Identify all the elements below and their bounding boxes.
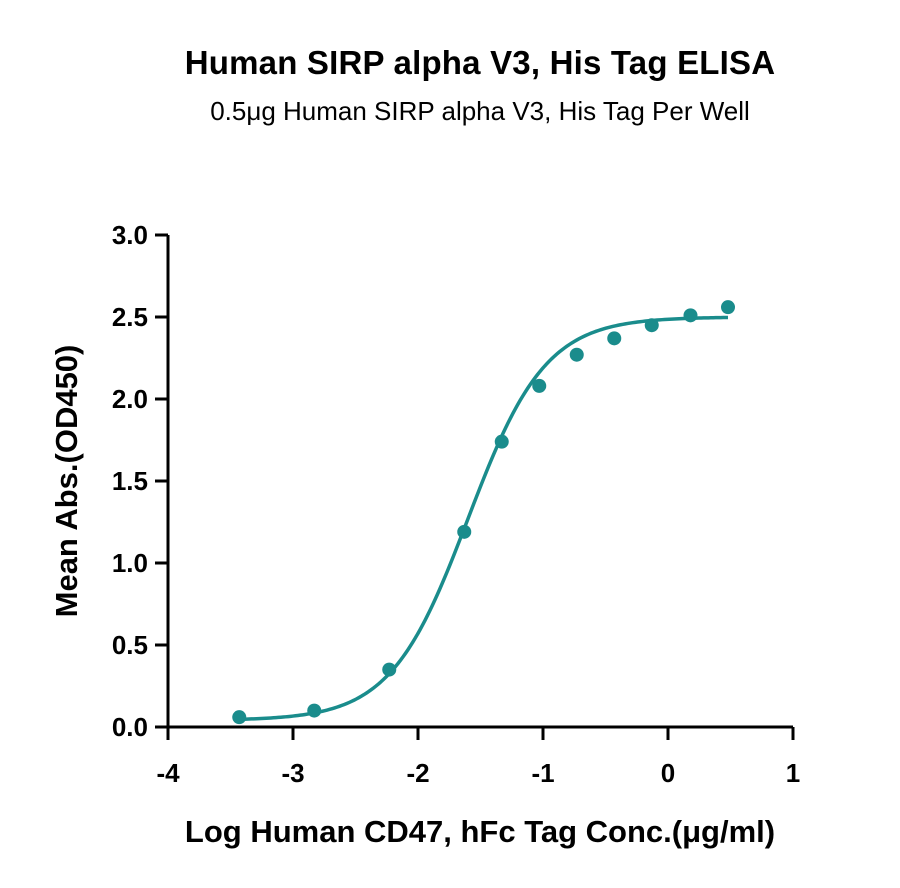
data-point	[494, 434, 509, 449]
x-tick-label: 1	[786, 758, 800, 788]
x-tick-label: -1	[531, 758, 554, 788]
data-point	[232, 710, 247, 725]
y-tick-label: 3.0	[112, 220, 148, 250]
y-tick-label: 1.5	[112, 466, 148, 496]
data-point	[457, 524, 472, 539]
x-tick-label: -2	[406, 758, 429, 788]
data-point	[307, 703, 322, 718]
x-tick-label: 0	[661, 758, 675, 788]
y-ticks: 0.0 0.5 1.0 1.5 2.0 2.5 3.0	[112, 220, 168, 742]
data-point	[532, 378, 547, 393]
x-axis: -4 -3 -2 -1 0 1	[156, 725, 800, 788]
y-axis-label: Mean Abs.(OD450)	[49, 345, 84, 618]
y-tick-label: 0.5	[112, 630, 148, 660]
y-tick-label: 2.0	[112, 384, 148, 414]
y-tick-label: 2.5	[112, 302, 148, 332]
chart-subtitle: 0.5μg Human SIRP alpha V3, His Tag Per W…	[210, 96, 750, 126]
fit-curve	[239, 315, 729, 722]
y-tick-label: 1.0	[112, 548, 148, 578]
y-axis: 0.0 0.5 1.0 1.5 2.0 2.5 3.0	[112, 220, 170, 742]
chart-title: Human SIRP alpha V3, His Tag ELISA	[184, 44, 776, 81]
data-point	[721, 300, 735, 315]
x-tick-label: -3	[281, 758, 304, 788]
data-points	[232, 300, 735, 725]
data-point	[569, 347, 584, 362]
x-tick-label: -4	[156, 758, 180, 788]
data-point	[644, 318, 659, 333]
y-tick-label: 0.0	[112, 712, 148, 742]
data-point	[382, 662, 397, 677]
data-point	[607, 331, 622, 346]
data-point	[683, 308, 698, 323]
x-ticks: -4 -3 -2 -1 0 1	[156, 727, 800, 788]
x-axis-label: Log Human CD47, hFc Tag Conc.(μg/ml)	[185, 814, 775, 849]
